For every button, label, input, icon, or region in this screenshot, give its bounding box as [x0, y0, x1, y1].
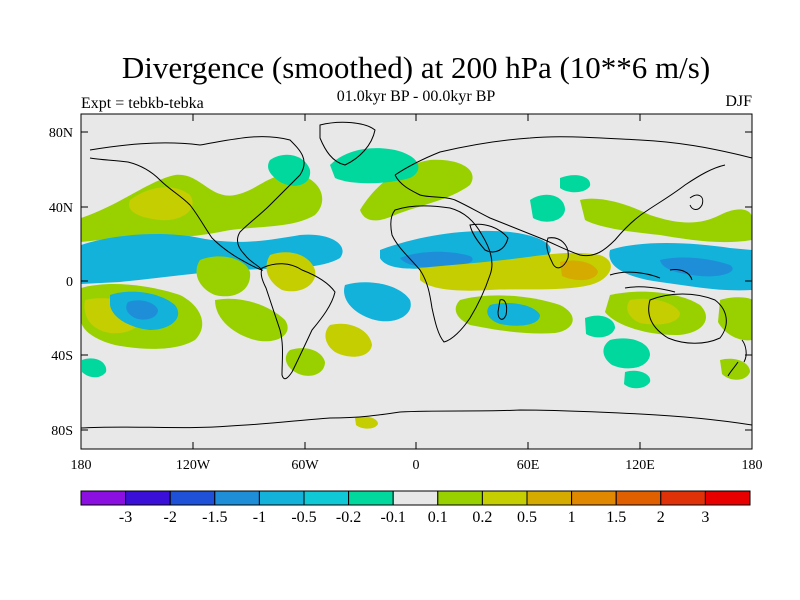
lon-tick-label: 60W: [291, 458, 319, 473]
lat-tick-label: 80S: [51, 424, 73, 439]
colorbar-swatch: [258, 490, 305, 506]
coastline-arabia: [469, 223, 509, 253]
colorbar-swatch: [214, 490, 260, 506]
contour-region: [530, 194, 565, 222]
colorbar-label: -3: [119, 509, 132, 526]
colorbar-label: -2: [164, 509, 177, 526]
colorbar-swatch: [481, 490, 528, 506]
colorbar-label: -0.1: [381, 509, 406, 526]
contour-region: [268, 154, 311, 186]
lon-tick-label: 60E: [517, 458, 540, 473]
contour-region: [129, 187, 193, 221]
lat-ticks: [81, 131, 752, 431]
colorbar-swatch: [125, 490, 171, 506]
contour-region: [82, 358, 107, 378]
lon-ticks: [80, 114, 753, 449]
contour-region: [285, 348, 325, 376]
season-label: DJF: [725, 93, 752, 110]
coastline-eurasia: [394, 136, 752, 257]
contour-region: [580, 198, 752, 243]
colorbar-label: -0.2: [336, 509, 361, 526]
contour-region: [718, 297, 752, 341]
colorbar-label: -1.5: [202, 509, 227, 526]
contour-region: [560, 175, 591, 193]
colorbar-swatch: [526, 490, 573, 506]
colorbar-label: 0.2: [472, 509, 492, 526]
colorbar-label: 1.5: [606, 509, 626, 526]
lon-tick-label: 120W: [176, 458, 211, 473]
colorbar-swatch: [704, 490, 751, 506]
colorbar-label: 0.5: [517, 509, 537, 526]
colorbar-swatch: [615, 490, 662, 506]
colorbar-label: 0.1: [428, 509, 448, 526]
contour-region: [660, 257, 733, 277]
contour-region: [400, 251, 473, 268]
colorbar-swatch: [303, 490, 350, 506]
lat-tick-label: 40N: [49, 201, 73, 216]
lat-tick-label: 80N: [49, 126, 73, 141]
contour-region: [325, 323, 372, 357]
coastline-australia: [648, 293, 727, 344]
colorbar-swatch: [169, 490, 216, 506]
contour-region: [266, 252, 316, 292]
contour-region: [560, 260, 598, 281]
coastline-japan: [689, 194, 704, 210]
colorbar-swatch: [571, 490, 617, 506]
coastline-africa: [390, 205, 493, 343]
colorbar-swatch: [80, 490, 127, 506]
contour-region: [585, 315, 615, 338]
colorbar-label: -0.5: [291, 509, 316, 526]
colorbar-swatch: [348, 490, 394, 506]
contour-region: [81, 174, 323, 242]
colorbar-swatch: [660, 490, 706, 506]
lon-tick-label: 180: [71, 458, 92, 473]
colorbar-swatch: [437, 490, 483, 506]
contour-region: [355, 416, 378, 429]
lat-tick-label: 0: [66, 275, 73, 290]
coastlines: [81, 121, 752, 429]
plot-title: Divergence (smoothed) at 200 hPa (10**6 …: [121, 50, 711, 85]
experiment-label: Expt = tebkb-tebka: [81, 95, 204, 112]
contour-region: [603, 338, 650, 369]
lat-tick-label: 40S: [51, 349, 73, 364]
contour-region: [720, 358, 750, 380]
coastline-madagascar: [497, 299, 508, 320]
colorbar-label: 2: [657, 509, 665, 526]
contour-region: [360, 159, 473, 221]
plot-subtitle: 01.0kyr BP - 00.0kyr BP: [336, 88, 496, 105]
contour-region: [624, 370, 651, 389]
colorbar-label: -1: [253, 509, 266, 526]
contour-region: [126, 300, 158, 320]
lon-tick-label: 0: [413, 458, 420, 473]
coastline-new-zealand: [727, 339, 747, 377]
lon-tick-label: 120E: [625, 458, 655, 473]
coastline-south-america: [260, 263, 336, 380]
coastline-north-america: [89, 136, 305, 271]
coastline-india: [546, 237, 569, 269]
colorbar: -3 -2 -1.5 -1 -0.5 -0.2 -0.1 0.1 0.2 0.5 1 1.5 2 3: [80, 490, 751, 526]
contour-region: [487, 303, 540, 326]
contour-region: [627, 298, 680, 325]
coastline-greenland: [319, 121, 376, 166]
coastline-maritime-continent: [609, 269, 693, 293]
coastline-antarctica: [81, 409, 752, 429]
contour-region: [344, 282, 411, 322]
divergence-field: [81, 148, 752, 429]
colorbar-swatch: [392, 490, 439, 506]
lon-tick-label: 180: [742, 458, 763, 473]
colorbar-label: 1: [568, 509, 576, 526]
colorbar-label: 3: [701, 509, 709, 526]
contour-region: [215, 298, 288, 342]
contour-region: [196, 256, 251, 297]
